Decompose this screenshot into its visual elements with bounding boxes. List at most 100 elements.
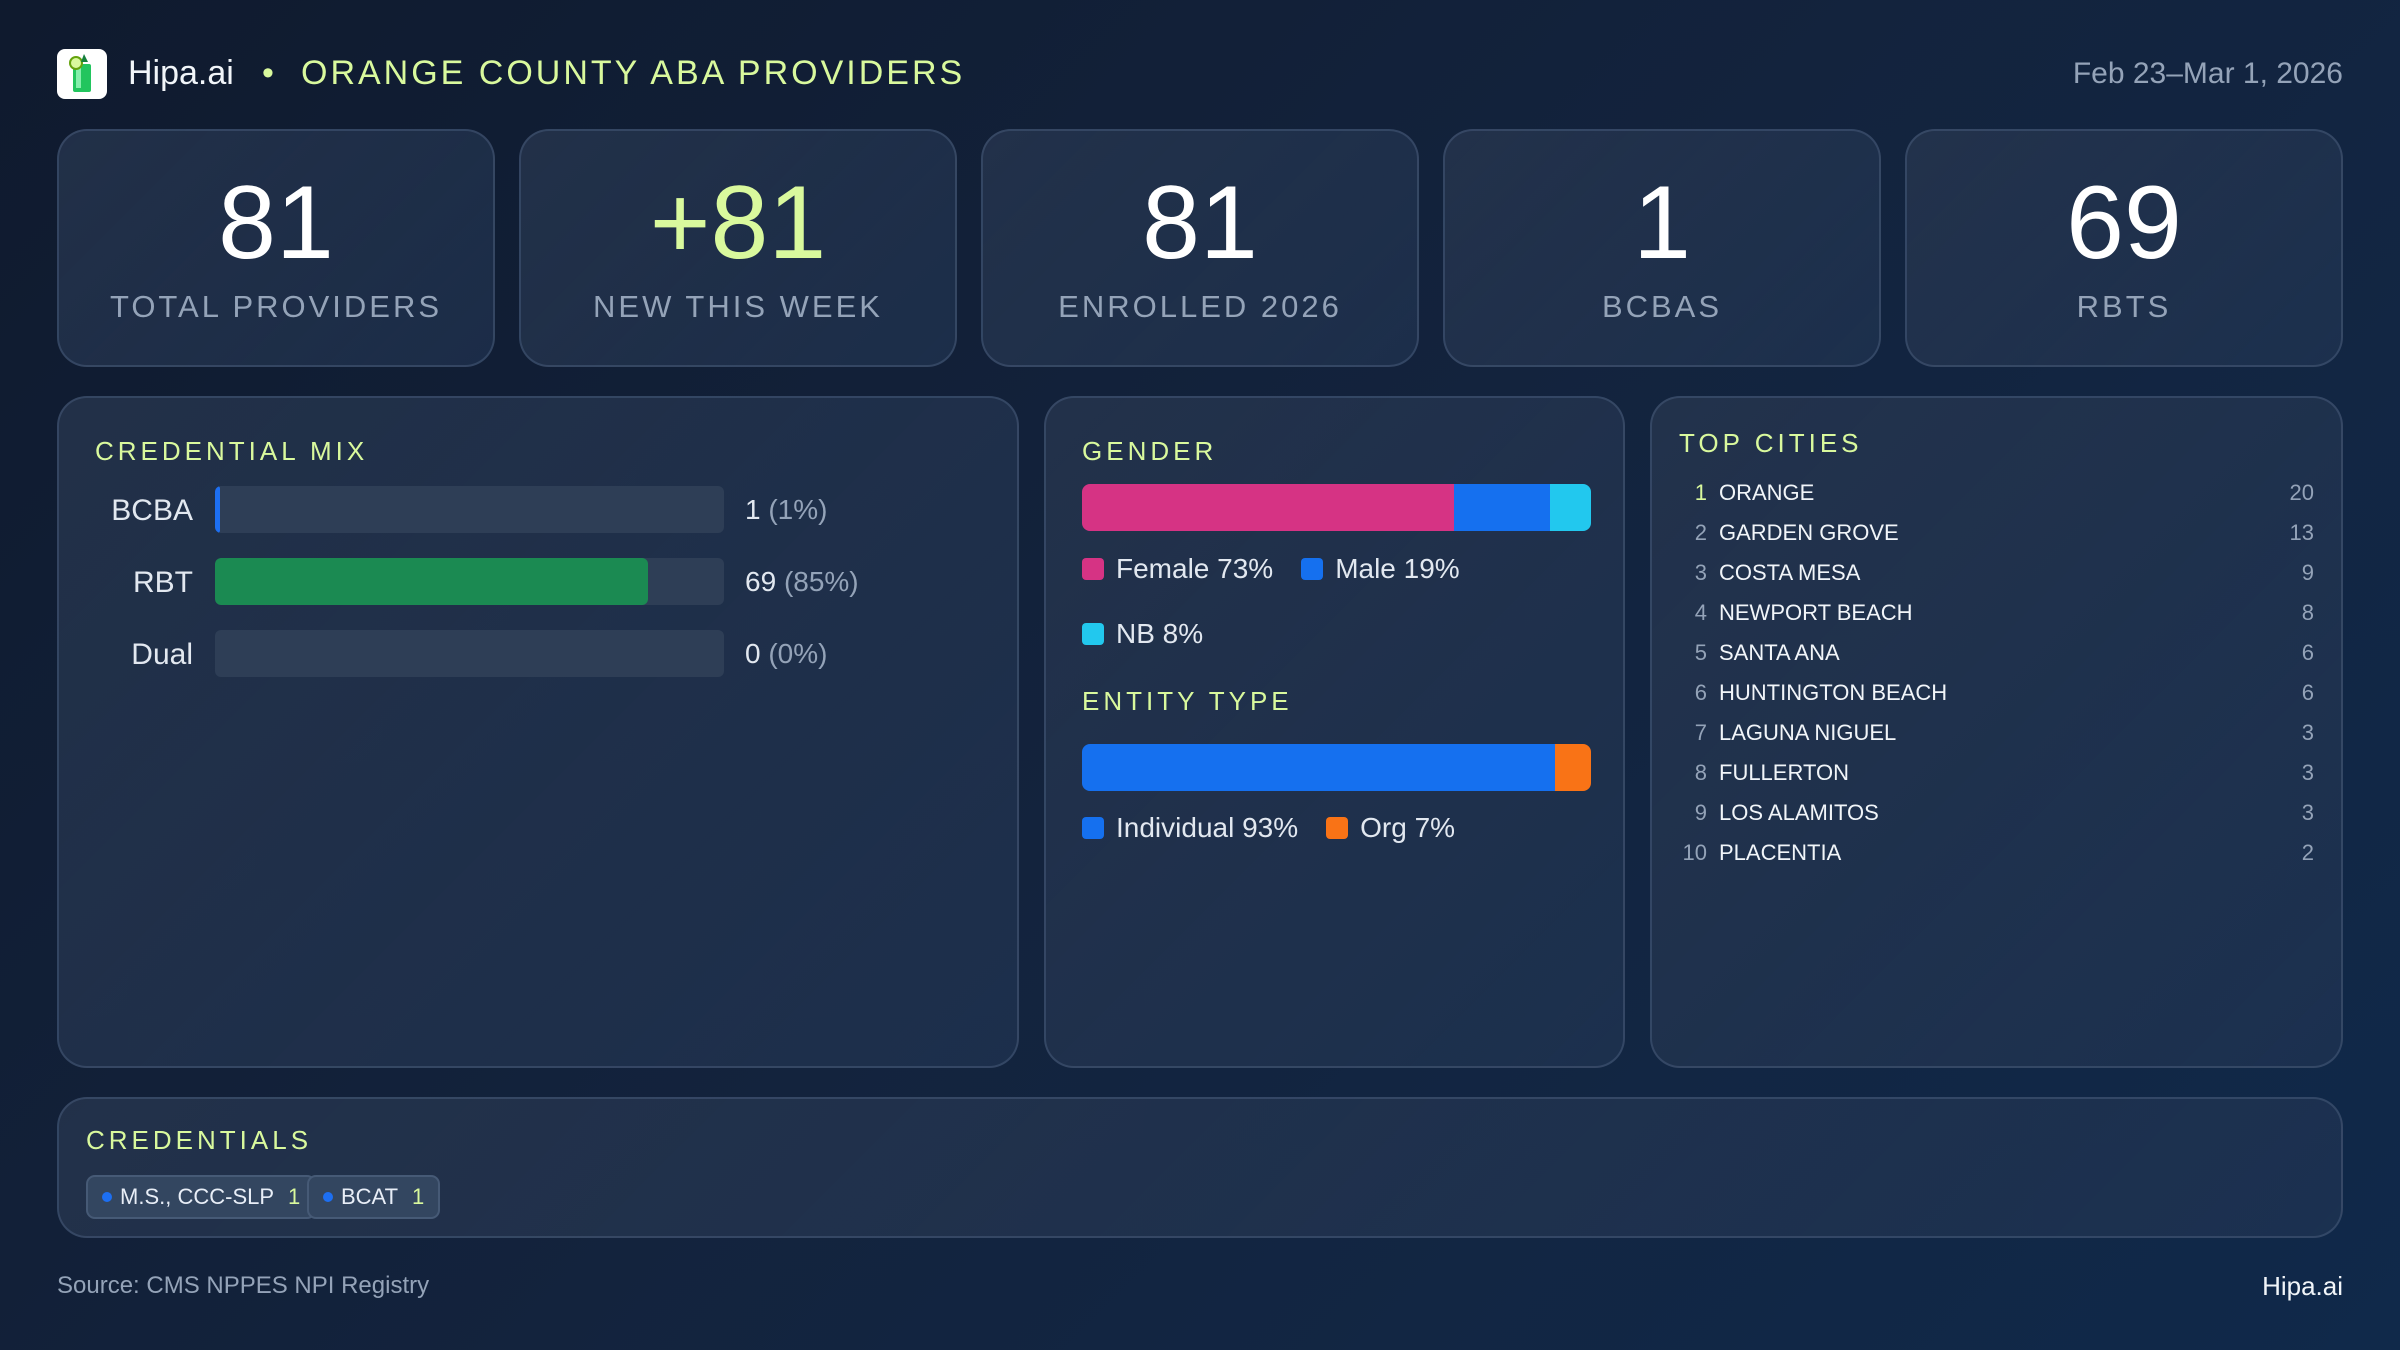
city-count: 3 [2301,760,2314,785]
legend-label: Individual 93% [1116,812,1299,843]
swatch [1301,558,1324,580]
kpi-value: 81 [1142,165,1258,281]
kpi-value: 1 [1633,165,1691,281]
city-row: 10 PLACENTIA 2 [1652,840,2341,876]
gender-panel: GENDER Female 73% Male 19% NB 8% ENTITY … [1044,396,1625,1068]
city-rank: 8 [1694,760,1707,785]
row-value: 69 (85%) [745,566,859,597]
credential-chip[interactable]: BCAT 1 [307,1175,441,1219]
city-count: 13 [2289,520,2314,545]
kpi-new-this-week: +81 NEW THIS WEEK [519,129,957,367]
city-count: 8 [2301,600,2314,625]
legend-label: Female 73% [1116,553,1274,584]
city-rank: 2 [1694,520,1707,545]
city-name: ORANGE [1719,480,1815,505]
chip-label: M.S., CCC-SLP [120,1184,275,1209]
city-count: 6 [2301,640,2314,665]
section-title: CREDENTIALS [86,1125,313,1155]
entity-legend: Individual 93% Org 7% [1082,812,1455,844]
legend-item: Female 73% [1082,553,1273,585]
legend-item: NB 8% [1082,618,1203,650]
legend-label: NB 8% [1116,618,1204,649]
bar-track [215,486,724,533]
city-rank: 9 [1694,800,1707,825]
dot-icon [323,1192,333,1202]
gender-legend: Female 73% Male 19% [1082,553,1460,585]
dot-icon [102,1192,112,1202]
page-title: ORANGE COUNTY ABA PROVIDERS [301,54,966,92]
bar-fill [215,486,221,533]
kpi-value: 69 [2066,165,2182,281]
city-name: LAGUNA NIGUEL [1719,720,1897,745]
entity-type-bar [1082,744,1591,791]
kpi-enrolled-2026: 81 ENROLLED 2026 [981,129,1419,367]
kpi-bcbas: 1 BCBAS [1443,129,1881,367]
city-name: GARDEN GROVE [1719,520,1899,545]
city-rank: 7 [1694,720,1707,745]
swatch [1082,623,1104,645]
bar-segment [1453,484,1551,531]
city-name: PLACENTIA [1719,840,1842,865]
city-row: 3 COSTA MESA 9 [1652,560,2341,596]
credential-chip[interactable]: M.S., CCC-SLP 1 [86,1175,317,1219]
city-rank: 10 [1682,840,1707,865]
kpi-total-providers: 81 TOTAL PROVIDERS [57,129,495,367]
footer-brand: Hipa.ai [2262,1271,2343,1301]
credential-row: Dual 0 (0%) [59,630,1017,678]
city-row: 2 GARDEN GROVE 13 [1652,520,2341,556]
city-count: 6 [2301,680,2314,705]
gender-bar [1082,484,1591,531]
city-name: SANTA ANA [1719,640,1840,665]
section-title: ENTITY TYPE [1082,686,1293,716]
bar-segment [1550,484,1591,531]
kpi-label: BCBAS [1601,289,1723,324]
chip-label: BCAT [341,1184,399,1209]
city-count: 9 [2301,560,2314,585]
credential-mix-panel: CREDENTIAL MIX BCBA 1 (1%) RBT 69 (85%) Du… [57,396,1019,1068]
kpi-value: +81 [649,165,827,281]
city-row: 1 ORANGE 20 [1652,480,2341,516]
separator: • [262,54,274,92]
row-label: BCBA [111,494,193,527]
legend-label: Org 7% [1360,812,1456,843]
city-count: 3 [2301,720,2314,745]
legend-item: Individual 93% [1082,812,1298,844]
source-note: Source: CMS NPPES NPI Registry [57,1272,430,1299]
swatch [1082,558,1104,580]
city-row: 8 FULLERTON 3 [1652,760,2341,796]
credential-row: RBT 69 (85%) [59,558,1017,606]
kpi-label: RBTS [2076,289,2172,324]
city-row: 9 LOS ALAMITOS 3 [1652,800,2341,836]
city-name: LOS ALAMITOS [1719,800,1879,825]
credentials-panel: CREDENTIALS M.S., CCC-SLP 1 BCAT 1 [57,1097,2343,1238]
city-row: 7 LAGUNA NIGUEL 3 [1652,720,2341,756]
city-count: 2 [2301,840,2314,865]
bar-fill [215,558,648,605]
city-name: COSTA MESA [1719,560,1861,585]
bar-segment [1555,744,1591,791]
city-rank: 1 [1694,480,1707,505]
city-rank: 6 [1694,680,1707,705]
city-name: FULLERTON [1719,760,1850,785]
chip-count: 1 [288,1184,301,1209]
kpi-label: ENROLLED 2026 [1058,289,1342,324]
city-rank: 4 [1694,600,1707,625]
section-title: CREDENTIAL MIX [95,436,369,466]
city-count: 3 [2301,800,2314,825]
bar-segment [1082,484,1454,531]
city-rank: 5 [1694,640,1707,665]
legend-item: Org 7% [1326,812,1455,844]
row-value: 0 (0%) [745,638,828,669]
credential-row: BCBA 1 (1%) [59,486,1017,534]
bar-segment [1082,744,1556,791]
bar-track [215,630,724,677]
city-name: HUNTINGTON BEACH [1719,680,1948,705]
gender-legend-row2: NB 8% [1082,618,1203,650]
kpi-label: NEW THIS WEEK [593,289,883,324]
logo [57,49,107,99]
legend-item: Male 19% [1301,553,1460,585]
row-label: Dual [131,638,193,671]
top-cities-panel: TOP CITIES 1 ORANGE 20 2 GARDEN GROVE 13 3 COST… [1650,396,2343,1068]
city-row: 6 HUNTINGTON BEACH 6 [1652,680,2341,716]
section-title: GENDER [1082,436,1218,466]
